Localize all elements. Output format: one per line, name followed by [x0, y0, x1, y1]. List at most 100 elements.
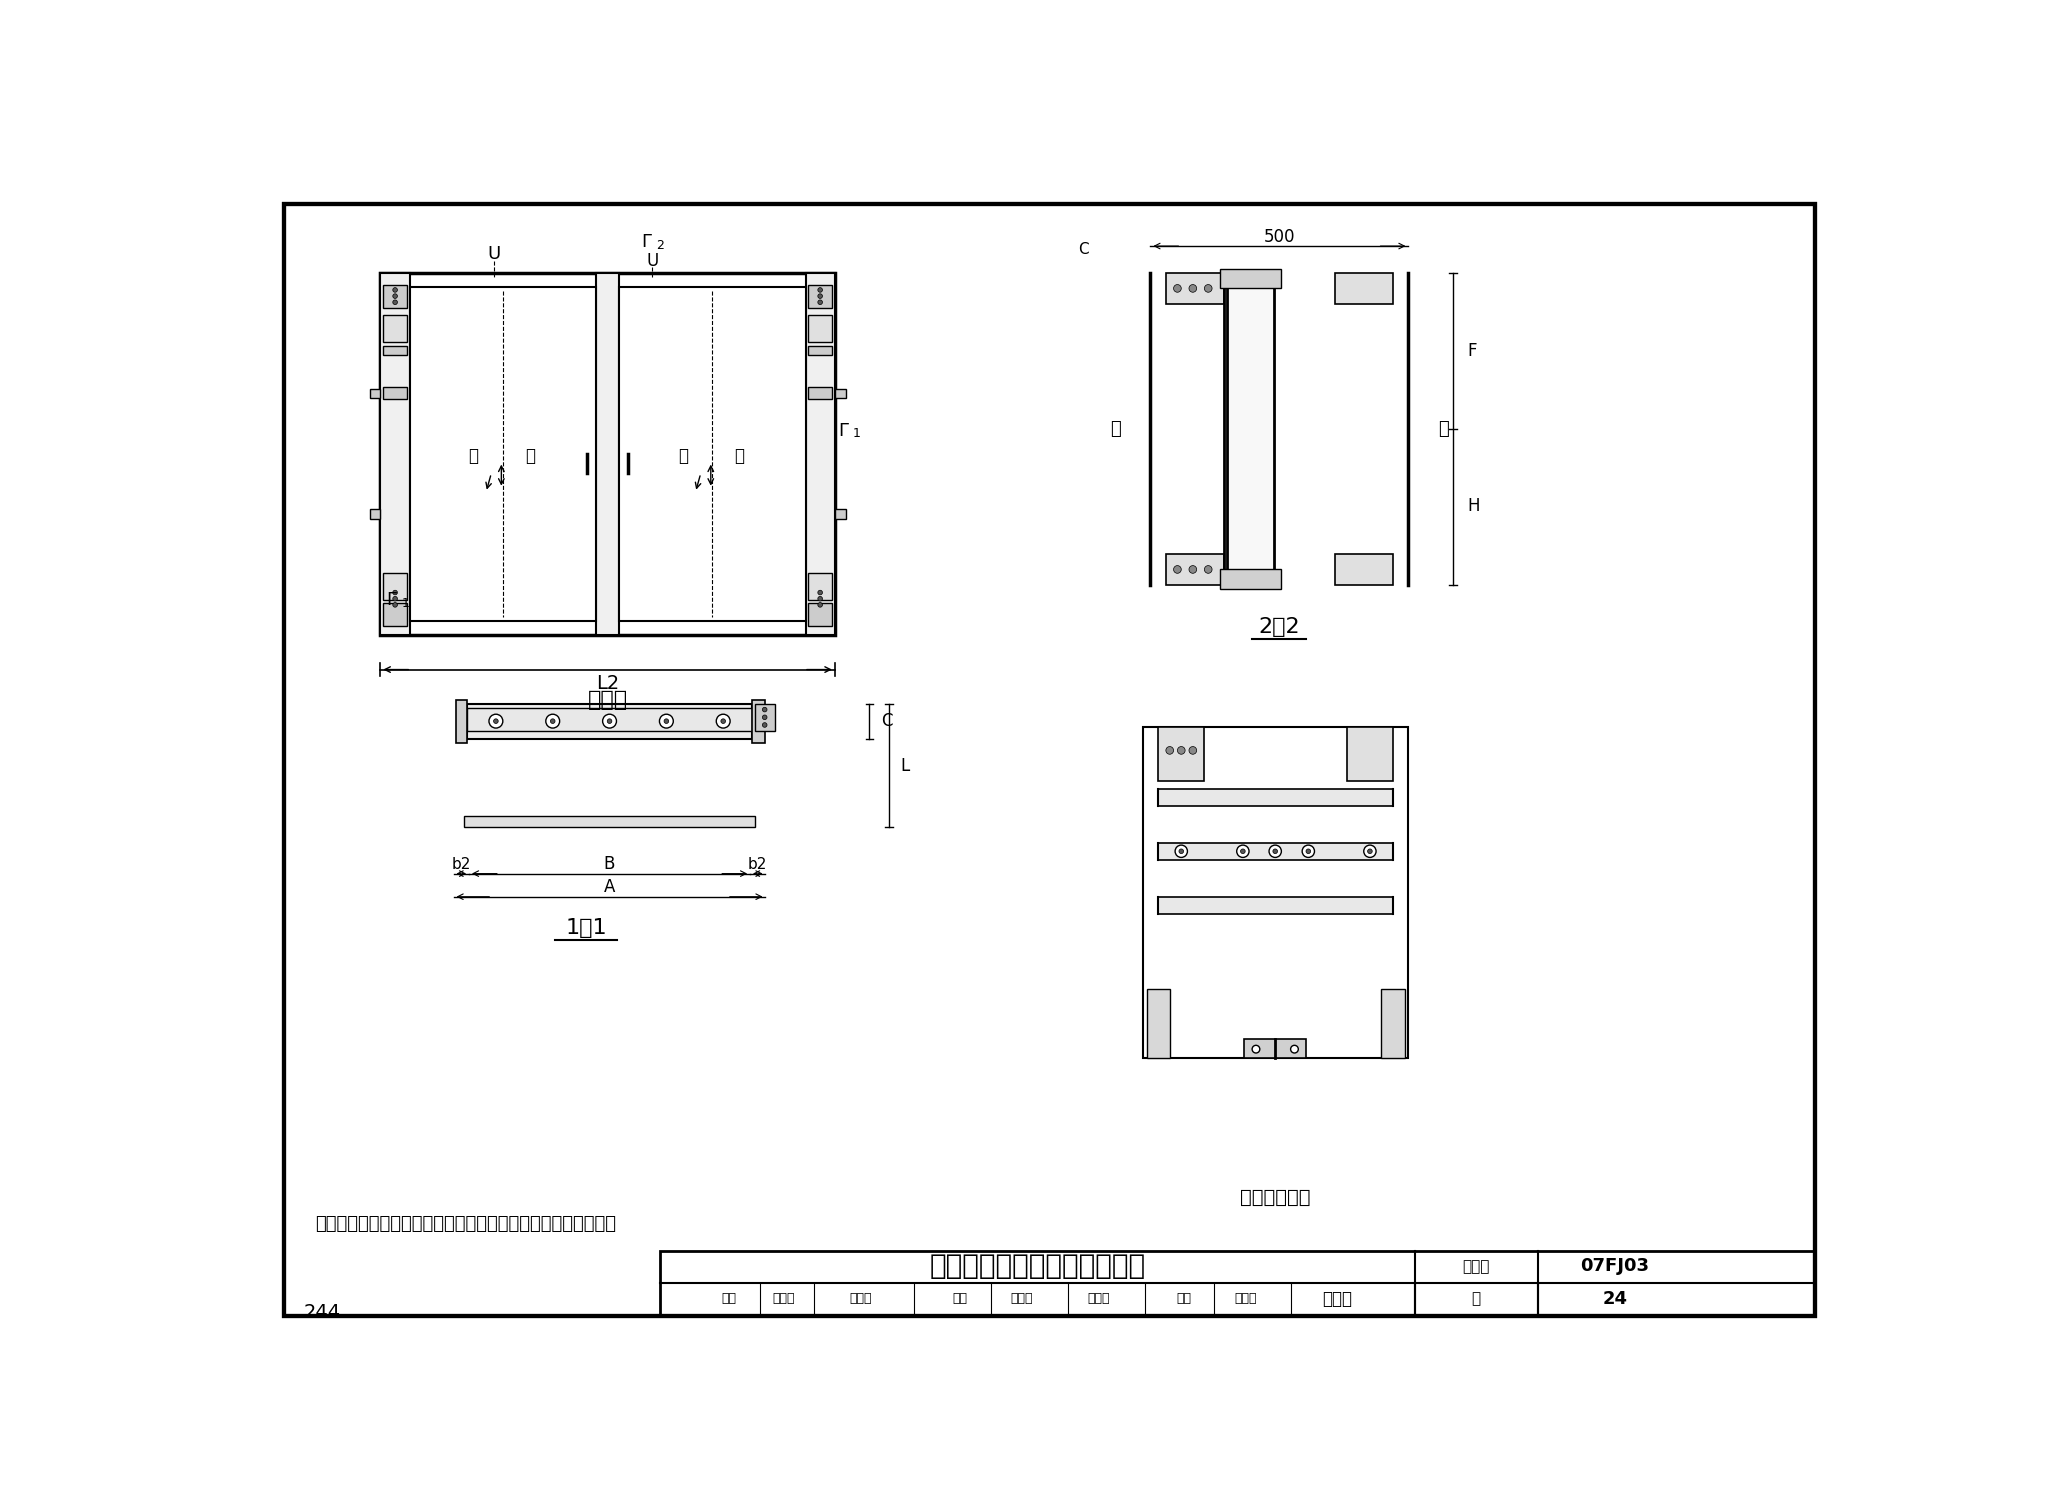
Circle shape	[1270, 846, 1282, 858]
Circle shape	[393, 299, 397, 304]
Circle shape	[817, 299, 823, 304]
Circle shape	[393, 293, 397, 298]
Text: C: C	[1077, 242, 1090, 257]
Bar	[1147, 989, 1169, 1058]
Text: 1－1: 1－1	[565, 918, 606, 938]
Bar	[377, 676, 469, 828]
Circle shape	[1274, 849, 1278, 853]
Bar	[1165, 272, 1223, 304]
Text: L: L	[901, 757, 909, 775]
Bar	[1143, 727, 1409, 1058]
Text: 2: 2	[655, 239, 664, 251]
Circle shape	[817, 596, 823, 600]
Circle shape	[494, 719, 498, 724]
Bar	[807, 346, 831, 355]
Text: 设计: 设计	[1176, 1293, 1192, 1305]
Circle shape	[762, 722, 768, 727]
Bar	[383, 316, 408, 342]
Text: H: H	[1466, 497, 1479, 515]
Bar	[1409, 727, 1475, 1020]
Bar	[383, 602, 408, 626]
Bar	[807, 602, 831, 626]
Text: C: C	[881, 712, 893, 730]
Circle shape	[1368, 849, 1372, 853]
Text: 244: 244	[303, 1303, 340, 1321]
Bar	[1221, 269, 1282, 289]
Circle shape	[817, 590, 823, 594]
Text: 开: 开	[678, 447, 688, 465]
Bar	[1077, 689, 1475, 727]
Text: L2: L2	[596, 674, 618, 692]
Circle shape	[817, 287, 823, 292]
Text: 24: 24	[1602, 1290, 1628, 1308]
Bar	[752, 700, 766, 742]
Circle shape	[659, 715, 674, 728]
Circle shape	[608, 719, 612, 724]
Text: 立面图: 立面图	[588, 691, 627, 710]
Text: 张锦兵: 张锦兵	[1235, 1293, 1255, 1305]
Text: 王焕东: 王焕东	[772, 1293, 795, 1305]
Circle shape	[1174, 566, 1182, 573]
Bar	[1159, 789, 1393, 805]
Bar	[836, 388, 846, 397]
Bar	[596, 272, 618, 635]
Bar	[1077, 1058, 1475, 1174]
Circle shape	[1178, 746, 1186, 754]
Bar	[1221, 569, 1282, 588]
Bar	[1335, 554, 1393, 585]
Bar	[371, 388, 381, 397]
Circle shape	[1180, 849, 1184, 853]
Circle shape	[393, 287, 397, 292]
Circle shape	[1165, 746, 1174, 754]
Circle shape	[393, 602, 397, 607]
Circle shape	[664, 719, 670, 724]
Text: 07FJ03: 07FJ03	[1581, 1257, 1649, 1275]
Circle shape	[1303, 846, 1315, 858]
Circle shape	[1204, 284, 1212, 292]
Bar	[1245, 1038, 1307, 1058]
Circle shape	[1237, 846, 1249, 858]
Circle shape	[393, 596, 397, 600]
Text: 审核: 审核	[721, 1293, 737, 1305]
Circle shape	[602, 715, 616, 728]
Circle shape	[1251, 1046, 1260, 1054]
Text: 图集号: 图集号	[1462, 1258, 1489, 1273]
Circle shape	[1307, 849, 1311, 853]
Bar	[618, 287, 805, 622]
Circle shape	[1176, 846, 1188, 858]
Bar	[383, 387, 408, 399]
Text: A: A	[604, 879, 614, 897]
Bar	[467, 704, 752, 739]
Circle shape	[762, 707, 768, 712]
Bar	[807, 284, 831, 307]
Text: 赵贵华: 赵贵华	[1010, 1293, 1032, 1305]
Text: 页: 页	[1473, 1291, 1481, 1306]
Circle shape	[545, 715, 559, 728]
Text: 手映采: 手映采	[850, 1293, 872, 1305]
Text: B: B	[604, 855, 614, 873]
Bar	[463, 816, 756, 828]
Bar	[383, 346, 408, 355]
Bar	[1159, 843, 1393, 859]
Bar	[1409, 257, 1475, 600]
Bar	[1085, 257, 1151, 600]
Text: 关: 关	[524, 447, 535, 465]
Circle shape	[1190, 284, 1196, 292]
Bar	[807, 573, 831, 600]
Bar	[383, 573, 408, 600]
Text: 双扇活门槛钢筋混凝土密闭门: 双扇活门槛钢筋混凝土密闭门	[930, 1252, 1145, 1281]
Bar	[750, 676, 842, 828]
Circle shape	[1290, 1046, 1298, 1054]
Text: 开: 开	[469, 447, 479, 465]
Circle shape	[1204, 566, 1212, 573]
Text: b2: b2	[453, 856, 471, 871]
Text: F: F	[1466, 342, 1477, 360]
Circle shape	[1241, 849, 1245, 853]
Bar	[383, 284, 408, 307]
Text: 说明：为方便使用，活门槛平时不安装，临战时按图安装门槛。: 说明：为方便使用，活门槛平时不安装，临战时按图安装门槛。	[315, 1215, 616, 1233]
Bar	[756, 704, 774, 731]
Bar	[371, 509, 381, 519]
Circle shape	[817, 293, 823, 298]
Bar	[1348, 727, 1393, 781]
Bar	[1227, 281, 1274, 576]
